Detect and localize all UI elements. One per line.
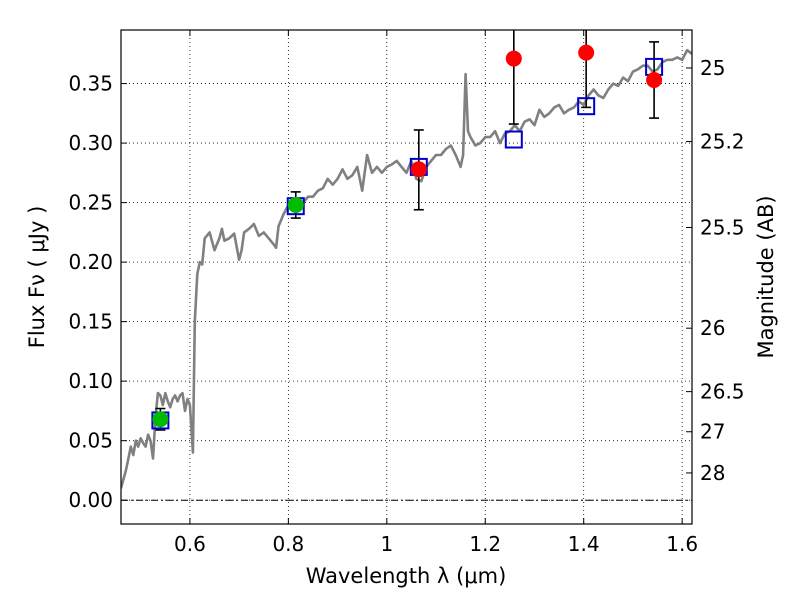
x-tick-label: 1.2 — [469, 532, 501, 556]
y2-tick-label: 28 — [700, 461, 725, 485]
y2-tick-label: 26.5 — [700, 380, 745, 404]
y-axis-ticks: 0.00 0.05 0.10 0.15 0.20 0.25 0.30 0.35 — [68, 72, 127, 512]
y2-tick-label: 27 — [700, 420, 725, 444]
series-layer — [121, 30, 692, 489]
green-data-point — [152, 411, 169, 428]
plot-frame — [120, 29, 693, 525]
y-tick-label: 0.00 — [68, 488, 113, 512]
y-tick-label: 0.15 — [68, 310, 113, 334]
y-tick-label: 0.10 — [68, 369, 113, 393]
y2-tick-label: 25.5 — [700, 215, 745, 239]
x-tick-label: 1.4 — [568, 532, 600, 556]
red-data-point — [410, 161, 427, 178]
model-square-marker — [504, 130, 523, 149]
x-axis-ticks: 0.6 0.8 1 1.2 1.4 1.6 — [174, 30, 698, 556]
y2-tick-label: 26 — [700, 316, 725, 340]
y2-axis-title: Magnitude (AB) — [754, 195, 778, 358]
x-axis-title: Wavelength λ (μm) — [306, 564, 507, 588]
red-data-point — [646, 71, 663, 88]
y2-tick-label: 25 — [700, 56, 725, 80]
x-tick-label: 1.6 — [666, 532, 698, 556]
y2-tick-label: 25.2 — [700, 130, 745, 154]
y-tick-label: 0.35 — [68, 72, 113, 96]
red-data-point — [505, 50, 522, 67]
y-tick-label: 0.05 — [68, 429, 113, 453]
y-tick-label: 0.25 — [68, 191, 113, 215]
y-axis-title: Flux Fν ( μJy ) — [25, 206, 49, 349]
plot-background — [121, 30, 692, 524]
y-tick-label: 0.20 — [68, 250, 113, 274]
x-tick-label: 1 — [380, 532, 393, 556]
red-data-point — [578, 44, 595, 61]
green-data-point — [287, 196, 304, 213]
y-tick-label: 0.30 — [68, 131, 113, 155]
x-tick-label: 0.6 — [174, 532, 206, 556]
model-square-marker — [577, 97, 596, 116]
y2-axis-ticks: 25 25.2 25.5 26 26.5 27 28 — [686, 56, 745, 485]
x-tick-label: 0.8 — [272, 532, 304, 556]
